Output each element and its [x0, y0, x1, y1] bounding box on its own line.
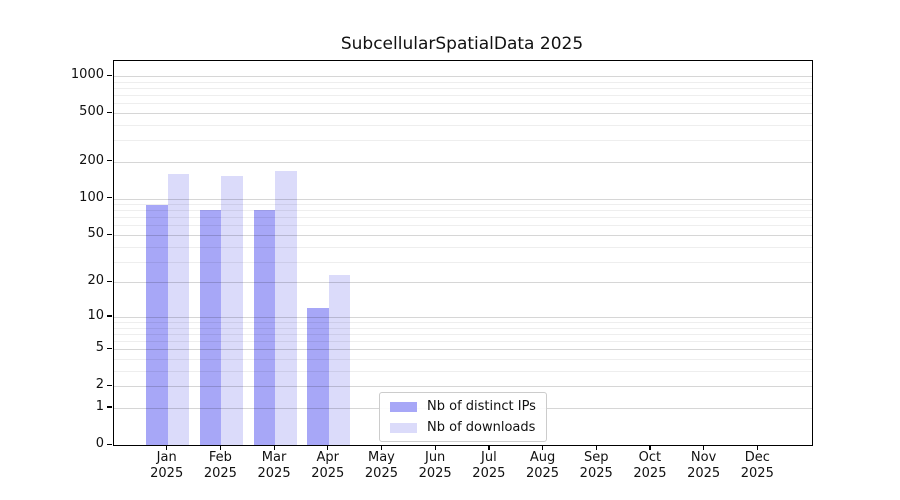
y-tick-label-500: 500 — [79, 104, 104, 120]
x-tick-label-feb: Feb 2025 — [188, 450, 252, 482]
x-tick-year: 2025 — [150, 466, 184, 481]
gridline-100 — [114, 198, 812, 200]
x-tick-month: Oct — [638, 450, 662, 465]
legend-swatch-downloads — [390, 422, 417, 433]
gridline-300 — [114, 140, 812, 142]
x-tick-year: 2025 — [418, 466, 452, 481]
x-tick-label-jan: Jan 2025 — [135, 450, 199, 482]
x-tick-label-aug: Aug 2025 — [511, 450, 575, 482]
x-tick-month: Sep — [583, 450, 609, 465]
legend-swatch-distinct-ips — [390, 401, 417, 412]
bar-mar-downloads — [275, 171, 297, 445]
x-tick-mark-aug — [542, 445, 544, 450]
gridline-200 — [114, 161, 812, 163]
plot-area — [113, 60, 813, 446]
x-tick-year: 2025 — [311, 466, 345, 481]
y-tick-mark-50 — [107, 233, 112, 235]
gridline-400 — [114, 124, 812, 126]
y-tick-label-20: 20 — [87, 273, 104, 289]
y-tick-mark-0 — [107, 443, 112, 445]
x-tick-label-sep: Sep 2025 — [564, 450, 628, 482]
x-tick-year: 2025 — [203, 466, 237, 481]
x-tick-year: 2025 — [257, 466, 291, 481]
bar-mar-ips — [253, 209, 276, 445]
x-tick-mark-apr — [327, 445, 329, 450]
y-tick-label-5: 5 — [95, 340, 104, 356]
y-tick-label-1000: 1000 — [70, 67, 104, 83]
x-tick-month: Dec — [744, 450, 770, 465]
y-tick-mark-500 — [107, 111, 112, 113]
x-tick-month: Nov — [690, 450, 717, 465]
x-tick-mark-feb — [219, 445, 222, 450]
gridline-1000 — [114, 76, 812, 78]
x-tick-mark-nov — [703, 445, 705, 450]
x-tick-label-dec: Dec 2025 — [725, 450, 789, 482]
y-tick-mark-1 — [107, 406, 112, 408]
x-tick-month: Aug — [529, 450, 556, 465]
x-tick-mark-may — [380, 445, 383, 450]
x-tick-year: 2025 — [364, 466, 398, 481]
x-tick-month: Jul — [481, 450, 497, 465]
y-tick-label-100: 100 — [79, 189, 104, 205]
legend-item-distinct-ips: Nb of distinct IPs — [390, 399, 536, 414]
y-tick-mark-1000 — [107, 74, 112, 76]
y-tick-mark-20 — [107, 280, 112, 283]
gridline-700 — [114, 95, 812, 97]
chart-title: SubcellularSpatialData 2025 — [340, 34, 584, 54]
x-tick-label-oct: Oct 2025 — [618, 450, 682, 482]
x-tick-year: 2025 — [579, 466, 613, 481]
x-tick-month: Apr — [316, 450, 340, 465]
x-tick-label-mar: Mar 2025 — [242, 450, 306, 482]
x-tick-label-nov: Nov 2025 — [672, 450, 736, 482]
y-tick-mark-5 — [107, 347, 112, 349]
legend-label-distinct-ips: Nb of distinct IPs — [427, 399, 536, 414]
legend-item-downloads: Nb of downloads — [390, 420, 536, 435]
bar-apr-downloads — [328, 275, 351, 445]
x-tick-month: Feb — [208, 450, 232, 465]
y-tick-label-200: 200 — [79, 152, 104, 168]
y-tick-mark-2 — [107, 384, 112, 387]
x-tick-year: 2025 — [633, 466, 667, 481]
x-tick-year: 2025 — [687, 466, 721, 481]
x-tick-mark-jul — [488, 445, 490, 450]
y-tick-mark-10 — [107, 315, 112, 317]
y-tick-mark-200 — [107, 160, 112, 162]
x-tick-year: 2025 — [472, 466, 506, 481]
x-tick-month: May — [368, 450, 395, 465]
bar-jan-downloads — [167, 174, 190, 445]
gridline-500 — [114, 113, 812, 115]
x-tick-mark-sep — [595, 445, 597, 450]
x-tick-mark-jun — [434, 445, 436, 450]
gridline-900 — [114, 81, 812, 83]
x-tick-label-jun: Jun 2025 — [403, 450, 467, 482]
gridline-90 — [114, 204, 812, 206]
x-tick-mark-jan — [166, 445, 168, 450]
x-tick-month: Jan — [156, 450, 177, 465]
y-tick-label-0: 0 — [95, 436, 104, 451]
y-tick-label-50: 50 — [87, 226, 104, 242]
x-tick-label-may: May 2025 — [349, 450, 413, 482]
gridline-800 — [114, 87, 812, 89]
x-tick-label-jul: Jul 2025 — [457, 450, 521, 482]
x-tick-label-apr: Apr 2025 — [296, 450, 360, 482]
y-tick-label-2: 2 — [95, 377, 104, 393]
x-tick-year: 2025 — [525, 466, 560, 481]
x-tick-mark-oct — [649, 445, 651, 450]
bar-apr-ips — [307, 308, 329, 445]
x-tick-year: 2025 — [740, 466, 774, 481]
y-tick-label-1: 1 — [95, 398, 104, 414]
legend-label-downloads: Nb of downloads — [427, 420, 536, 435]
gridline-600 — [114, 103, 812, 105]
bar-jan-ips — [146, 205, 168, 445]
bar-feb-downloads — [221, 176, 243, 445]
bar-feb-ips — [199, 209, 222, 445]
y-tick-label-10: 10 — [87, 307, 104, 323]
x-tick-mark-mar — [273, 445, 275, 450]
legend: Nb of distinct IPs Nb of downloads — [379, 392, 547, 442]
x-tick-month: Mar — [261, 450, 287, 465]
x-tick-mark-dec — [756, 445, 758, 450]
y-tick-mark-100 — [107, 197, 112, 199]
x-tick-month: Jun — [424, 450, 446, 465]
